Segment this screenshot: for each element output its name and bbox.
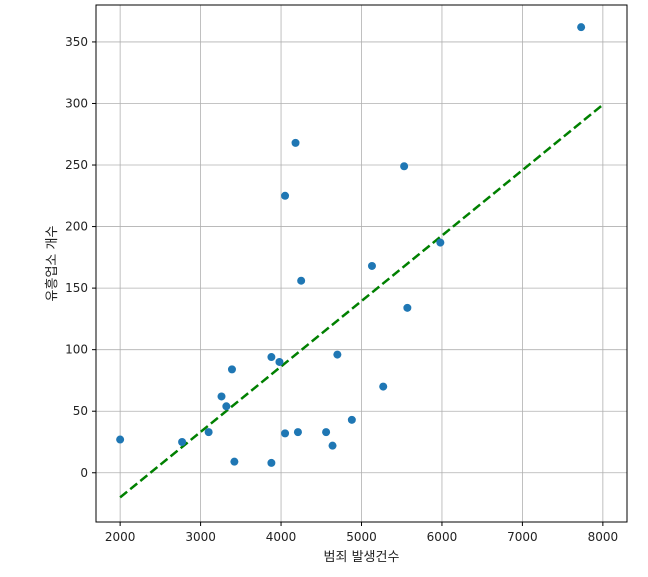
- data-point: [267, 458, 276, 467]
- data-point: [281, 429, 290, 438]
- y-tick-label: 250: [65, 158, 88, 172]
- x-tick-label: 7000: [507, 530, 538, 544]
- plot-frame: [95, 4, 628, 523]
- data-point: [217, 392, 226, 401]
- data-point: [347, 415, 356, 424]
- data-point: [328, 441, 337, 450]
- data-point: [178, 437, 187, 446]
- data-point: [281, 191, 290, 200]
- x-tick-label: 4000: [266, 530, 297, 544]
- x-tick-label: 5000: [346, 530, 377, 544]
- data-point: [267, 353, 276, 362]
- y-tick-label: 200: [65, 220, 88, 234]
- data-point: [227, 365, 236, 374]
- data-point: [293, 428, 302, 437]
- y-tick-label: 0: [80, 466, 88, 480]
- data-point: [436, 238, 445, 247]
- data-point: [322, 428, 331, 437]
- x-tick-label: 2000: [105, 530, 136, 544]
- y-axis-label: 유흥업소 개수: [45, 226, 60, 302]
- grid-lines: [96, 5, 627, 522]
- y-tick-label: 100: [65, 343, 88, 357]
- data-point: [297, 276, 306, 285]
- data-point: [577, 23, 586, 32]
- data-point: [403, 303, 412, 312]
- x-tick-label: 6000: [427, 530, 458, 544]
- data-point: [291, 138, 300, 147]
- data-point: [204, 428, 213, 437]
- x-axis-label: 범죄 발생건수: [324, 550, 400, 565]
- y-tick-label: 350: [65, 35, 88, 49]
- data-point: [222, 402, 231, 411]
- data-point: [333, 350, 342, 359]
- y-tick-label: 150: [65, 281, 88, 295]
- x-tick-label: 3000: [185, 530, 216, 544]
- data-point: [116, 435, 125, 444]
- data-points: [116, 23, 586, 467]
- y-tick-label: 50: [73, 404, 88, 418]
- data-point: [379, 382, 388, 391]
- data-point: [230, 457, 239, 466]
- y-tick-label: 300: [65, 96, 88, 110]
- data-point: [400, 162, 409, 171]
- data-point: [367, 261, 376, 270]
- x-tick-label: 8000: [588, 530, 619, 544]
- axis-ticks: 2000 3000 4000 5000 6000 7000 8000 0 50 100 150 200…: [65, 35, 618, 544]
- data-point: [275, 357, 284, 366]
